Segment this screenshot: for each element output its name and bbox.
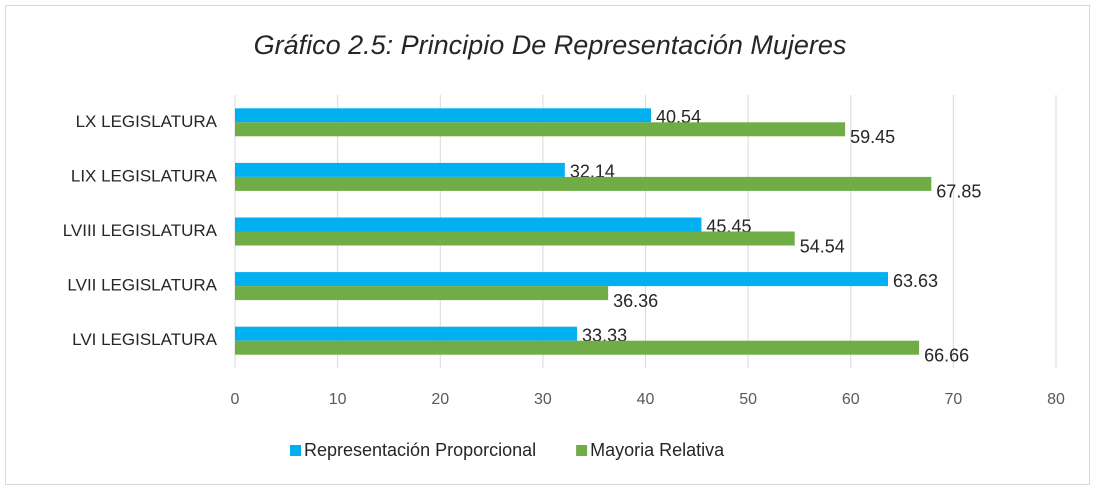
- bar: [235, 108, 652, 123]
- y-tick-label: LX LEGISLATURA: [76, 112, 218, 131]
- x-tick-label: 50: [739, 391, 757, 408]
- legend-swatch: [576, 445, 588, 456]
- bar: [235, 122, 846, 137]
- bar: [235, 162, 565, 177]
- data-label: 33.33: [582, 325, 627, 345]
- bar: [235, 231, 795, 246]
- y-tick-label: LVI LEGISLATURA: [72, 330, 218, 349]
- legend-label: Mayoria Relativa: [590, 440, 725, 460]
- data-label: 40.54: [656, 107, 701, 127]
- x-tick-label: 60: [842, 391, 860, 408]
- bar: [235, 286, 609, 301]
- bar: [235, 326, 578, 341]
- bar: [235, 272, 889, 287]
- x-tick-label: 10: [329, 391, 347, 408]
- legend-label: Representación Proporcional: [304, 440, 536, 460]
- data-label: 66.66: [924, 345, 969, 365]
- data-label: 45.45: [706, 216, 751, 236]
- legend-swatch: [290, 445, 301, 456]
- x-tick-label: 20: [431, 391, 449, 408]
- data-label: 63.63: [893, 271, 938, 291]
- y-tick-label: LVII LEGISLATURA: [67, 276, 217, 295]
- x-tick-label: 40: [637, 391, 655, 408]
- chart-title: Gráfico 2.5: Principio De Representación…: [254, 30, 847, 60]
- data-label: 67.85: [936, 182, 981, 202]
- data-label: 59.45: [850, 127, 895, 147]
- bar: [235, 340, 920, 355]
- y-tick-label: LVIII LEGISLATURA: [63, 221, 218, 240]
- x-tick-label: 80: [1047, 391, 1065, 408]
- x-tick-label: 70: [944, 391, 962, 408]
- data-label: 54.54: [800, 236, 845, 256]
- bar: [235, 217, 702, 232]
- data-label: 36.36: [613, 291, 658, 311]
- y-tick-label: LIX LEGISLATURA: [71, 166, 218, 185]
- x-tick-label: 0: [231, 391, 240, 408]
- x-tick-label: 30: [534, 391, 552, 408]
- bar: [235, 176, 932, 191]
- data-label: 32.14: [570, 162, 615, 182]
